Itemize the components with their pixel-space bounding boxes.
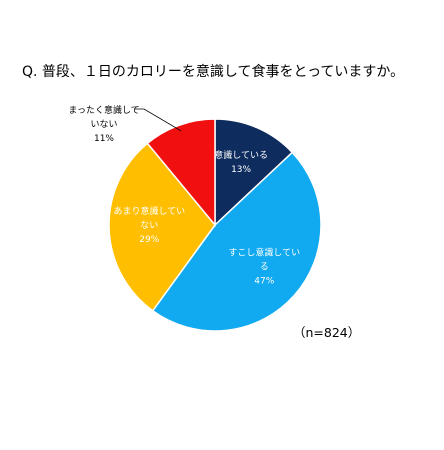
slice-value-label: 47%: [254, 276, 274, 286]
slice-label-2: すこし意識している 47%: [228, 246, 300, 286]
slice-label-text: ない: [140, 220, 158, 231]
chart-title: Q. 普段、１日のカロリーを意識して食事をとっていますか。: [22, 63, 404, 80]
slice-value-label: 29%: [139, 235, 159, 245]
slice-label-text: いない: [90, 119, 117, 130]
sample-size-note: （n=824）: [293, 325, 360, 340]
slice-label-text: すこし意識してい: [228, 246, 300, 258]
pie-slice-1: [214, 118, 294, 227]
pie-labels: 意識している 13% すこし意識している 47% あまり意識していない 29% まったく意識…: [68, 104, 300, 286]
slice-label-4: まったく意識していない 11%: [68, 104, 139, 144]
slice-label-text: まったく意識して: [68, 104, 139, 116]
slice-label-3: あまり意識していない 29%: [113, 205, 185, 245]
pie-slice-2: [151, 151, 322, 332]
slice-label-1: 意識している 13%: [214, 149, 268, 175]
slice-value-label: 11%: [94, 134, 114, 144]
pie-slices: [108, 118, 322, 332]
slice-label-text: 意識している: [214, 149, 268, 161]
pie-slice-3: [108, 142, 216, 312]
slice-value-label: 13%: [231, 165, 251, 175]
slice-label-text: る: [260, 261, 269, 272]
pie-slice-4: [146, 118, 216, 228]
slice-label-text: あまり意識してい: [113, 205, 185, 217]
leader-line-4: [134, 108, 182, 132]
